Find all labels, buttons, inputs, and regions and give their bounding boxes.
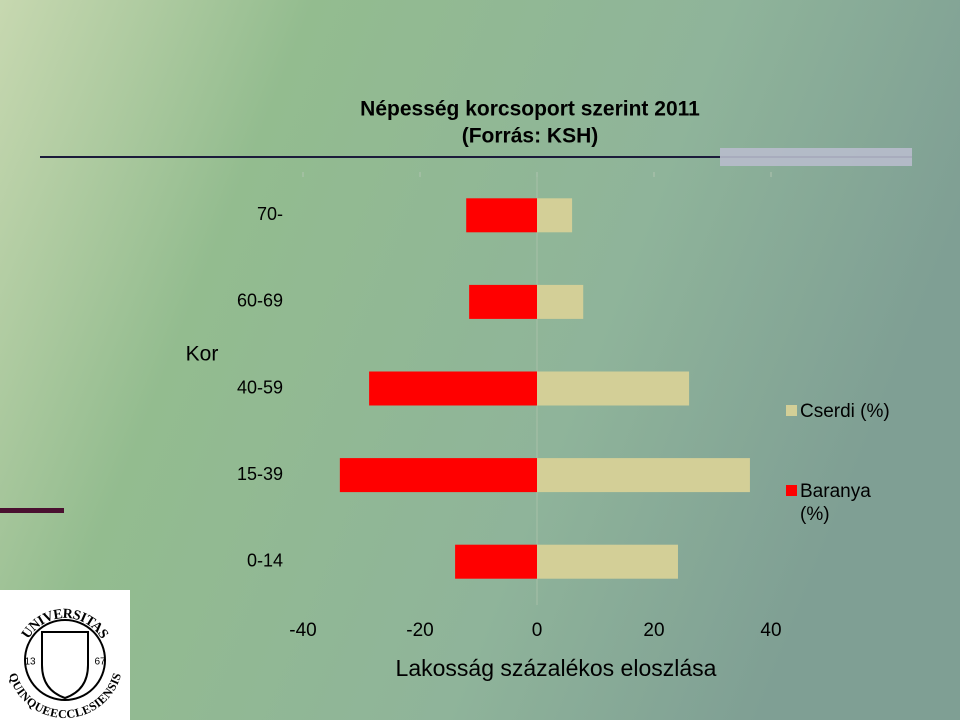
logo-ring (24, 619, 106, 701)
y-axis-title: Kor (186, 343, 219, 366)
bar (466, 198, 537, 233)
x-tick-label: 40 (760, 620, 781, 641)
bar (537, 198, 573, 233)
bar (537, 284, 584, 319)
bar (537, 371, 690, 406)
legend-swatch (786, 405, 797, 416)
x-tick-label: 0 (532, 620, 543, 641)
logo-year: 13 (24, 657, 36, 668)
chart-title: Népesség korcsoport szerint 2011 (360, 98, 700, 121)
y-tick-label: 40-59 (237, 377, 283, 397)
title-accent (720, 148, 912, 166)
bar (455, 544, 537, 579)
bar (369, 371, 537, 406)
logo-shield (41, 631, 89, 700)
y-tick-label: 70- (257, 204, 283, 224)
logo: UNIVERSITAS QUINQUEECCLESIENSIS 13 67 (0, 590, 130, 720)
y-tick-label: 0-14 (247, 550, 283, 570)
chart-subtitle: (Forrás: KSH) (462, 125, 599, 148)
bar (469, 284, 537, 319)
x-tick-label: 20 (643, 620, 664, 641)
y-tick-label: 15-39 (237, 464, 283, 484)
bar (537, 544, 678, 579)
bar (339, 458, 537, 493)
x-tick-label: -20 (406, 620, 433, 641)
y-tick-label: 60-69 (237, 291, 283, 311)
x-tick-label: -40 (289, 620, 316, 641)
x-axis-title: Lakosság százalékos eloszlása (396, 655, 717, 681)
legend-swatch (786, 485, 797, 496)
legend-label: Baranya (%) (800, 481, 871, 525)
legend-label: Cserdi (%) (800, 401, 890, 422)
bar (537, 458, 750, 493)
logo-year: 67 (94, 657, 106, 668)
side-accent (0, 508, 64, 513)
